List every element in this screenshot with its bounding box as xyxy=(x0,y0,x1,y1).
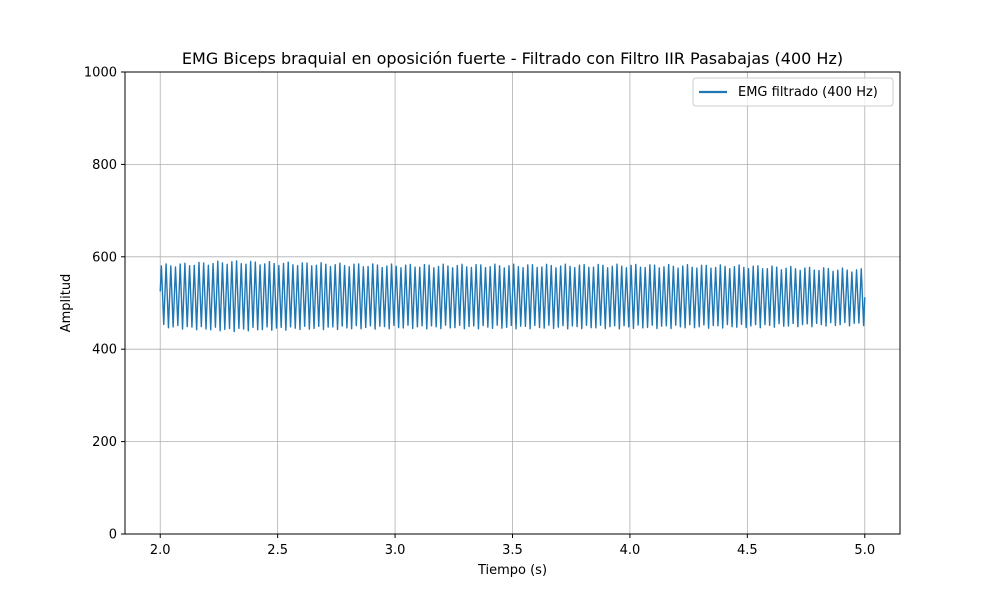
x-tick-label: 3.5 xyxy=(502,543,523,558)
x-tick-label: 3.0 xyxy=(385,543,406,558)
x-tick-label: 4.0 xyxy=(620,543,641,558)
y-tick-label: 600 xyxy=(92,250,117,265)
legend-box xyxy=(692,77,894,107)
legend: EMG filtrado (400 Hz) xyxy=(692,77,894,107)
x-tick-label: 5.0 xyxy=(854,543,875,558)
x-tick-label: 4.5 xyxy=(737,543,758,558)
y-tick-label: 0 xyxy=(109,528,117,543)
y-tick-label: 400 xyxy=(92,343,117,358)
series-line-emg-filtrado xyxy=(159,260,866,333)
legend-entry: EMG filtrado (400 Hz) xyxy=(738,85,878,100)
x-tick-label: 2.0 xyxy=(150,543,171,558)
y-tick-label: 1000 xyxy=(84,66,117,81)
x-tick-label: 2.5 xyxy=(267,543,288,558)
series-layer xyxy=(159,260,866,333)
y-tick-label: 200 xyxy=(92,435,117,450)
y-tick-label: 800 xyxy=(92,158,117,173)
x-axis-label: Tiempo (s) xyxy=(477,563,547,578)
ticks: 2.0 2.5 3.0 3.5 4.0 4.5 5.0 0 200 400 600 800 1000 xyxy=(84,66,875,559)
y-axis-label: Amplitud xyxy=(59,274,74,333)
chart-title: EMG Biceps braquial en oposición fuerte … xyxy=(182,49,843,68)
